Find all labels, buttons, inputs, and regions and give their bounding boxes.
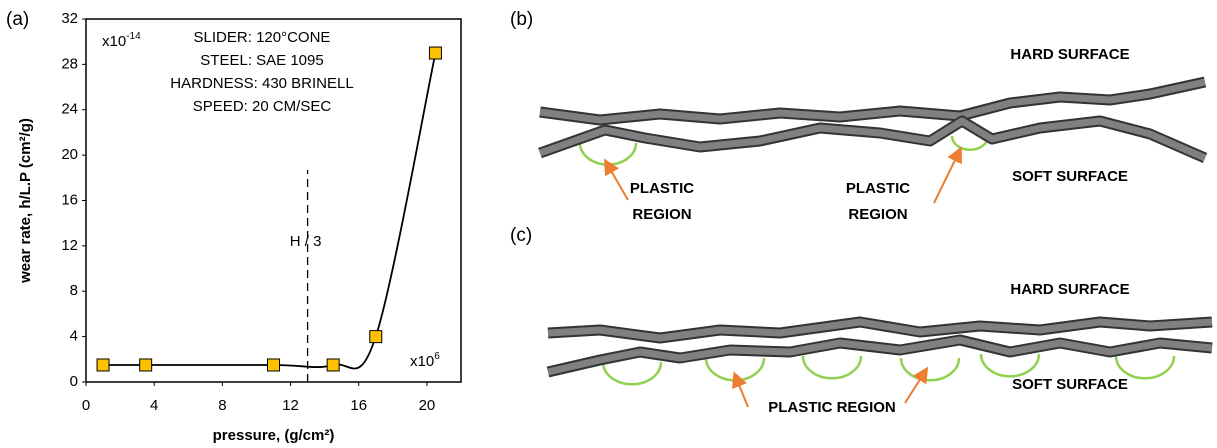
arrow (603, 158, 629, 201)
plastic-region (1114, 355, 1176, 380)
plastic-region (601, 361, 663, 386)
soft-label: SOFT SURFACE (1012, 376, 1128, 393)
data-point (139, 358, 153, 372)
y-tick-label: 16 (61, 191, 78, 208)
x-tick-label: 8 (218, 397, 226, 414)
multiplier: x10-14 (102, 31, 141, 50)
annotation: SPEED: 20 CM/SEC (193, 98, 332, 115)
plastic-label: REGION (632, 206, 691, 223)
y-tick-label: 0 (70, 373, 78, 390)
multiplier-exp: 6 (434, 351, 440, 362)
arrow (732, 371, 749, 408)
y-tick-label: 20 (61, 146, 78, 163)
soft-label: SOFT SURFACE (1012, 168, 1128, 185)
plastic-label: PLASTIC (630, 180, 694, 197)
annotation: STEEL: SAE 1095 (200, 52, 323, 69)
plastic-label: REGION (848, 206, 907, 223)
surface (547, 318, 1213, 342)
x-tick-label: 4 (150, 397, 158, 414)
plastic-region (578, 142, 638, 166)
y-tick-label: 8 (70, 282, 78, 299)
y-axis-label: wear rate, h/L.P (cm²/g) (17, 118, 34, 284)
surface (539, 78, 1206, 124)
reference-label: H / 3 (290, 233, 322, 250)
x-tick-label: 16 (350, 397, 367, 414)
plastic-region (801, 355, 863, 380)
x-axis-label: pressure, (g/cm²) (213, 427, 335, 444)
y-tick-label: 28 (61, 55, 78, 72)
data-point (326, 358, 340, 372)
hard-label: HARD SURFACE (1010, 46, 1129, 63)
data-point (428, 46, 442, 60)
plastic-label: PLASTIC REGION (768, 399, 896, 416)
multiplier: x106 (410, 351, 440, 370)
data-point (96, 358, 110, 372)
panel-label: (c) (510, 225, 532, 246)
arrow (933, 146, 962, 204)
panel-label: (a) (6, 9, 29, 30)
x-tick-label: 12 (282, 397, 299, 414)
arrow (904, 366, 929, 404)
multiplier-base: x10 (102, 33, 126, 50)
x-tick-label: 0 (82, 397, 90, 414)
y-tick-label: 32 (61, 10, 78, 27)
plastic-region (899, 357, 961, 382)
y-tick-label: 4 (70, 328, 78, 345)
y-tick-label: 12 (61, 237, 78, 254)
data-point (369, 330, 383, 344)
data-point (267, 358, 280, 372)
surface (538, 117, 1207, 162)
y-tick-label: 24 (61, 101, 78, 118)
panel-label: (b) (510, 9, 533, 30)
hard-label: HARD SURFACE (1010, 281, 1129, 298)
annotation: SLIDER: 120°CONE (194, 29, 331, 46)
x-tick-label: 20 (419, 397, 436, 414)
multiplier-base: x10 (410, 353, 434, 370)
annotation: HARDNESS: 430 BRINELL (170, 75, 353, 92)
multiplier-exp: -14 (126, 31, 141, 42)
surface (547, 336, 1213, 376)
plastic-label: PLASTIC (846, 180, 910, 197)
plastic-region (979, 353, 1041, 378)
plot-frame (85, 18, 462, 383)
